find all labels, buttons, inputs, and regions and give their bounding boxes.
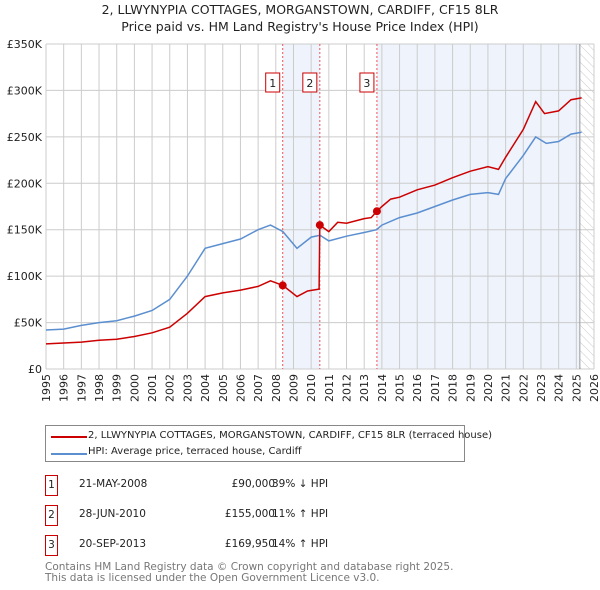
sale-date: 28-JUN-2010 <box>79 508 146 520</box>
chart-subtitle: Price paid vs. HM Land Registry's House … <box>121 19 479 34</box>
legend-swatch-hpi <box>51 453 87 455</box>
legend-label-property: 2, LLWYNYPIA COTTAGES, MORGANSTOWN, CARD… <box>88 430 493 441</box>
sale-price: £90,000 <box>231 478 275 490</box>
legend-swatch-property <box>51 436 87 438</box>
property-price-line <box>45 97 582 345</box>
x-tick-label: 2024 <box>553 374 566 402</box>
sale-hpi-diff: 39% ↓ HPI <box>272 478 329 490</box>
x-tick-label: 2011 <box>323 374 336 402</box>
sale-hpi-diff: 11% ↑ HPI <box>272 508 329 520</box>
shaded-region <box>282 44 320 369</box>
x-tick-label: 2012 <box>341 374 354 402</box>
x-tick-label: 2013 <box>358 374 371 402</box>
y-tick-label: £50K <box>14 317 43 330</box>
x-tick-label: 2009 <box>287 374 300 402</box>
x-tick-label: 2023 <box>535 374 548 402</box>
x-tick-label: 2019 <box>464 374 477 402</box>
x-tick-label: 2017 <box>429 374 442 402</box>
x-tick-label: 2001 <box>146 374 159 402</box>
x-tick-label: 2025 <box>570 374 583 402</box>
x-tick-label: 2000 <box>128 374 141 402</box>
shaded-region <box>376 44 580 369</box>
y-tick-label: £100K <box>7 270 43 283</box>
y-tick-label: £200K <box>7 177 43 190</box>
x-tick-label: 2004 <box>199 374 212 402</box>
y-tick-label: £150K <box>7 224 43 237</box>
x-tick-label: 2018 <box>447 374 460 402</box>
sale-price: £155,000 <box>224 508 275 520</box>
x-tick-label: 1998 <box>93 374 106 402</box>
x-tick-label: 2020 <box>482 374 495 402</box>
y-tick-label: £250K <box>7 131 43 144</box>
sale-date: 20-SEP-2013 <box>79 538 147 550</box>
footer-copyright: Contains HM Land Registry data © Crown c… <box>45 561 454 573</box>
sale-price: £169,950 <box>224 538 275 550</box>
x-tick-label: 2015 <box>394 374 407 402</box>
sale-marker-badge: 1 <box>45 475 58 496</box>
x-tick-label: 2008 <box>270 374 283 402</box>
future-hatch <box>579 44 594 369</box>
x-tick-label: 1995 <box>40 374 53 402</box>
x-tick-label: 2026 <box>588 374 600 402</box>
sale-label: 2 <box>306 77 313 90</box>
x-tick-label: 2010 <box>305 374 318 402</box>
sale-label-box <box>302 72 318 93</box>
sale-marker-badge: 3 <box>45 535 58 556</box>
x-tick-label: 1997 <box>75 374 88 402</box>
x-tick-label: 1999 <box>111 374 124 402</box>
y-tick-label: £350K <box>7 38 43 51</box>
sale-label: 3 <box>363 77 370 90</box>
x-tick-label: 2016 <box>411 374 424 402</box>
legend: 2, LLWYNYPIA COTTAGES, MORGANSTOWN, CARD… <box>45 425 492 462</box>
x-tick-label: 2005 <box>217 374 230 402</box>
sale-point <box>315 221 324 230</box>
sale-point <box>372 207 381 216</box>
sale-hpi-diff: 14% ↑ HPI <box>272 538 329 550</box>
x-tick-label: 1996 <box>58 374 71 402</box>
chart-title: 2, LLWYNYPIA COTTAGES, MORGANSTOWN, CARD… <box>101 2 499 17</box>
sale-label-box <box>359 72 375 93</box>
hpi-line <box>45 131 582 331</box>
x-tick-label: 2007 <box>252 374 265 402</box>
sale-label-box <box>265 72 281 93</box>
footer-licence: This data is licensed under the Open Gov… <box>45 572 380 584</box>
x-tick-label: 2022 <box>517 374 530 402</box>
x-tick-label: 2021 <box>500 374 513 402</box>
y-tick-label: £300K <box>7 84 43 97</box>
sale-point <box>278 281 287 290</box>
x-tick-label: 2002 <box>164 374 177 402</box>
x-tick-label: 2014 <box>376 374 389 402</box>
y-tick-label: £0 <box>28 363 42 376</box>
sale-date: 21-MAY-2008 <box>79 478 148 490</box>
x-tick-label: 2006 <box>234 374 247 402</box>
price-chart: 1995 1996 1997 1998 1999 2000 2001 2002 2003 2004… <box>7 38 600 402</box>
sale-label: 1 <box>269 77 276 90</box>
sale-marker-badge: 2 <box>45 505 58 526</box>
legend-label-hpi: HPI: Average price, terraced house, Card… <box>88 446 302 457</box>
x-tick-label: 2003 <box>181 374 194 402</box>
